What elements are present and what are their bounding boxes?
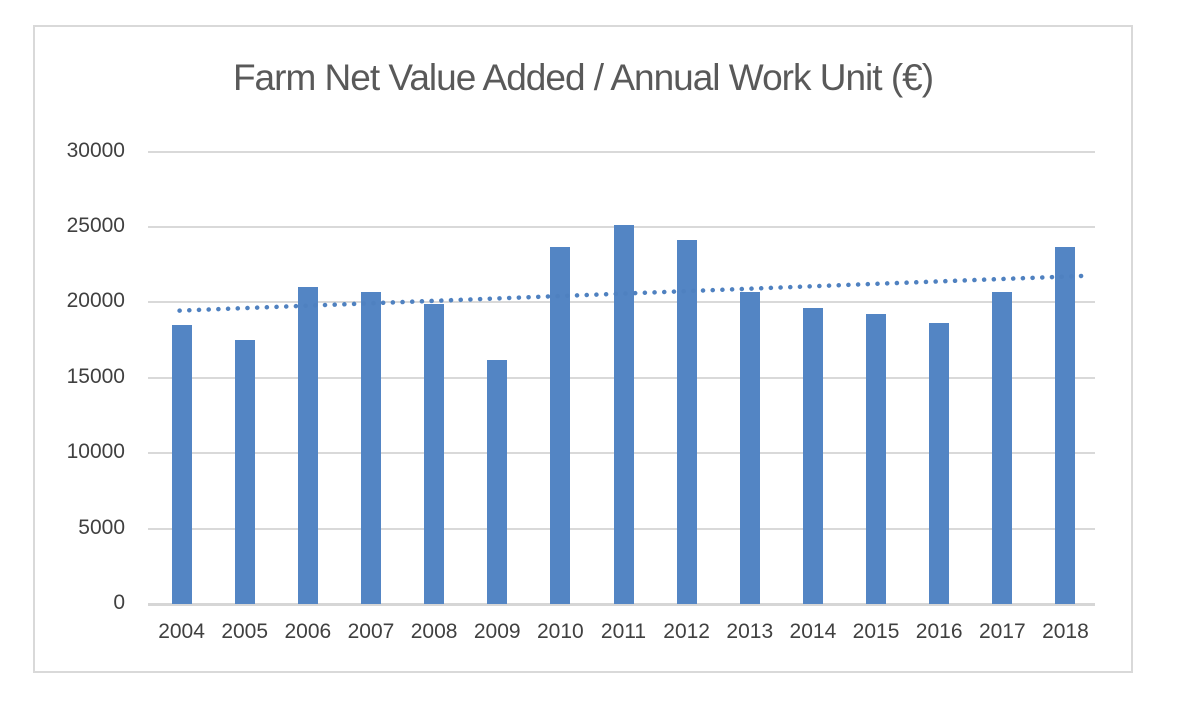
bar-2013 bbox=[739, 291, 760, 604]
x-axis-tick-label: 2012 bbox=[663, 620, 710, 643]
x-axis-tick-label: 2004 bbox=[158, 620, 205, 643]
x-axis-tick-label: 2016 bbox=[915, 620, 963, 643]
bar-2009 bbox=[487, 359, 508, 604]
x-axis-tick-label: 2007 bbox=[347, 620, 395, 643]
x-axis-tick-label: 2006 bbox=[284, 620, 332, 643]
x-axis-tick-label: 2010 bbox=[537, 620, 584, 643]
bar-2017 bbox=[992, 291, 1013, 604]
bar-2012 bbox=[676, 240, 697, 604]
bar-2007 bbox=[360, 291, 381, 604]
bar-2010 bbox=[550, 246, 571, 604]
x-axis-tick-label: 2015 bbox=[852, 620, 900, 643]
gridline bbox=[148, 603, 1095, 606]
x-axis-tick-label: 2014 bbox=[789, 620, 837, 643]
plot-area: 0 5000 10000 15000 20000 25000 30000 2004 2005 20… bbox=[35, 27, 1135, 675]
bar-2004 bbox=[171, 324, 192, 604]
chart-frame: Farm Net Value Added / Annual Work Unit … bbox=[33, 25, 1133, 673]
y-axis-tick-label: 10000 bbox=[66, 440, 125, 464]
chart-title: Farm Net Value Added / Annual Work Unit … bbox=[232, 57, 934, 98]
bar-2014 bbox=[802, 308, 823, 604]
gridline bbox=[148, 150, 1095, 153]
x-axis-tick-label: 2013 bbox=[726, 620, 774, 643]
bar-2018 bbox=[1055, 246, 1076, 604]
x-axis-tick-label: 2005 bbox=[221, 620, 269, 643]
y-axis-tick-label: 15000 bbox=[66, 364, 125, 388]
bar-2005 bbox=[234, 340, 255, 604]
y-axis-tick-label: 20000 bbox=[66, 289, 125, 313]
y-axis-tick-label: 0 bbox=[113, 591, 125, 614]
bar-2006 bbox=[297, 287, 318, 604]
y-axis-tick-label: 30000 bbox=[66, 138, 125, 162]
y-axis-tick-label: 25000 bbox=[66, 213, 125, 237]
bar-2011 bbox=[613, 225, 634, 604]
x-axis-tick-label: 2009 bbox=[473, 620, 521, 643]
x-axis-tick-label: 2017 bbox=[978, 620, 1026, 643]
x-axis-tick-label: 2018 bbox=[1042, 620, 1089, 643]
bar-2008 bbox=[424, 303, 445, 604]
x-axis-tick-label: 2011 bbox=[600, 620, 647, 643]
y-axis-tick-label: 5000 bbox=[78, 515, 125, 539]
bar-2015 bbox=[866, 314, 887, 604]
bar-2016 bbox=[929, 323, 950, 604]
x-axis-tick-label: 2008 bbox=[410, 620, 458, 643]
